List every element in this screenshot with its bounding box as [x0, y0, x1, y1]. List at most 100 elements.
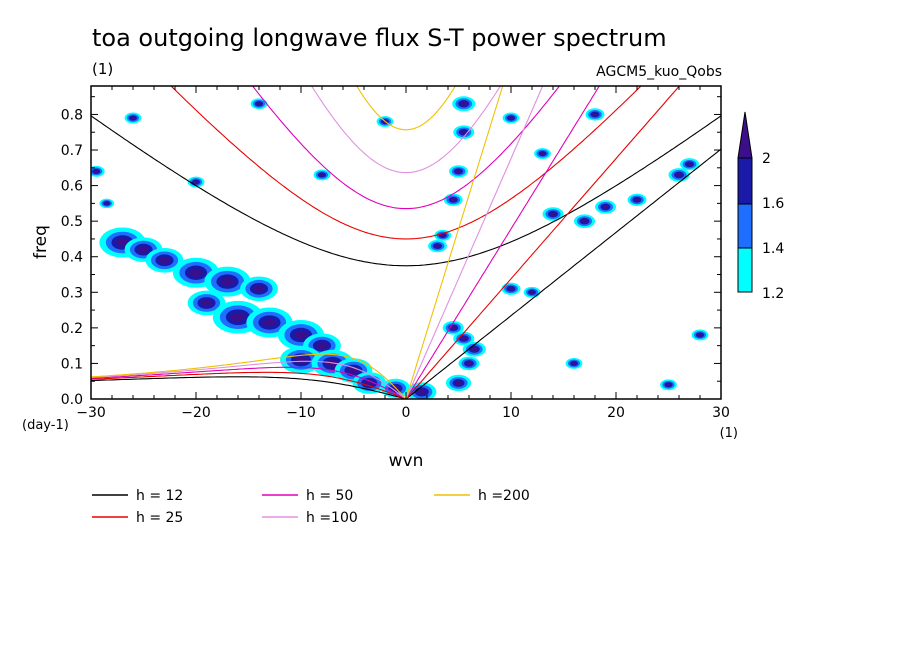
contour-blob [193, 180, 199, 184]
y-tick-label: 0.8 [61, 107, 83, 123]
y-tick-label: 0.4 [61, 250, 83, 266]
contour-blob [508, 116, 514, 120]
dispersion-curve [91, 366, 407, 399]
dispersion-curves [91, 86, 721, 399]
contour-blob [508, 287, 514, 291]
contour-blob [231, 312, 245, 322]
dispersion-curve [91, 360, 407, 399]
y-tick-label: 0.1 [61, 356, 83, 372]
contour-blob [460, 101, 467, 106]
colorbar: 1.2 1.4 1.6 2 [737, 111, 784, 302]
dispersion-curve [405, 86, 600, 399]
contour-blob [592, 112, 598, 117]
colorbar-label: 1.6 [762, 196, 784, 212]
dispersion-curve [405, 86, 544, 399]
contour-blob [221, 277, 234, 286]
contour-blob [456, 169, 461, 173]
legend-label-h100: h =100 [306, 510, 358, 526]
colorbar-label: 1.2 [762, 286, 784, 302]
dispersion-curve [251, 86, 561, 210]
contour-blob [697, 333, 703, 337]
legend-label-h200: h =200 [478, 488, 530, 504]
legend-label-h25: h = 25 [136, 510, 183, 526]
contour-blob [461, 336, 467, 341]
x-tick-label: 20 [607, 405, 625, 421]
contour-blob [94, 169, 99, 173]
dispersion-curve [170, 86, 642, 240]
run-label: AGCM5_kuo_Qobs [596, 64, 722, 80]
contour-blob [571, 362, 577, 365]
dispersion-curve [91, 115, 721, 267]
colorbar-label: 1.4 [762, 241, 784, 257]
x-tick-label: −10 [286, 405, 316, 421]
dispersion-curve [405, 148, 721, 399]
colorbar-bin-1 [737, 247, 753, 293]
units-label: (1) [92, 60, 113, 78]
contour-blob [104, 202, 109, 205]
dispersion-curve [91, 376, 407, 399]
contour-blob [254, 285, 264, 292]
contour-blob [440, 233, 445, 237]
y-tick-label: 0.3 [61, 285, 83, 301]
contour-blob [581, 219, 588, 223]
colorbar-triangle [737, 111, 753, 159]
contour-blob [317, 342, 327, 349]
x-tick-label: −20 [181, 405, 211, 421]
contour-blob [550, 212, 556, 216]
contour-blob [450, 198, 456, 202]
colorbar-bin-2 [737, 203, 753, 249]
contour-blob [294, 331, 308, 339]
dispersion-curve [356, 86, 456, 131]
contour-blob [138, 246, 149, 253]
y-unit-label: (day-1) [22, 418, 69, 433]
dispersion-curve [91, 353, 407, 399]
x-unit-label: (1) [720, 426, 738, 441]
contour-blob [417, 389, 426, 395]
y-tick-label: 0.6 [61, 179, 83, 195]
y-tick-label: 0.7 [61, 143, 83, 159]
contour-blob [602, 205, 609, 209]
dispersion-curve [91, 371, 407, 399]
contour-blob [435, 244, 440, 248]
contour-blob [256, 102, 262, 106]
legend-label-h12: h = 12 [136, 488, 183, 504]
legend-label-h50: h = 50 [306, 488, 353, 504]
x-tick-label: 0 [402, 405, 411, 421]
contour-blob [159, 257, 170, 264]
contour-blob [466, 361, 472, 366]
legend: h = 12 h = 25 h = 50 h =100 h =200 [92, 488, 530, 526]
contour-blob [263, 318, 276, 327]
x-tick-label: 30 [712, 405, 730, 421]
contour-blob [130, 116, 136, 120]
contour-blob [201, 299, 212, 307]
colorbar-bin-3 [737, 157, 753, 205]
contour-blob [529, 290, 535, 294]
x-axis-label: wvn [389, 451, 424, 471]
contour-blob [461, 130, 467, 135]
contour-blob [540, 152, 545, 155]
contour-blob [116, 238, 129, 247]
contour-blob [471, 347, 478, 352]
dispersion-curve [405, 86, 504, 399]
contour-blob [295, 356, 307, 364]
contour-blob [348, 367, 359, 374]
y-axis-label: freq [31, 225, 51, 259]
contour-blob [666, 383, 671, 387]
dispersion-curve [405, 86, 681, 399]
contour-blob [455, 380, 462, 386]
x-tick-label: −30 [76, 405, 106, 421]
axis-ticks: −30 −20 −10 0 10 20 30 0.0 0.1 0.2 0.3 0.4 0.5 0.6 0.7… [61, 86, 730, 421]
y-tick-label: 0.5 [61, 214, 83, 230]
colorbar-label: 2 [762, 151, 771, 167]
chart-title: toa outgoing longwave flux S-T power spe… [92, 24, 667, 52]
contour-blob [189, 268, 203, 277]
contour-blob [687, 162, 692, 166]
y-tick-label: 0.0 [61, 392, 83, 408]
contour-blob [634, 198, 640, 202]
y-tick-label: 0.2 [61, 321, 83, 337]
x-tick-label: 10 [502, 405, 520, 421]
contour-blob [319, 173, 325, 177]
dispersion-curve [310, 86, 502, 174]
contour-blob [676, 173, 682, 177]
